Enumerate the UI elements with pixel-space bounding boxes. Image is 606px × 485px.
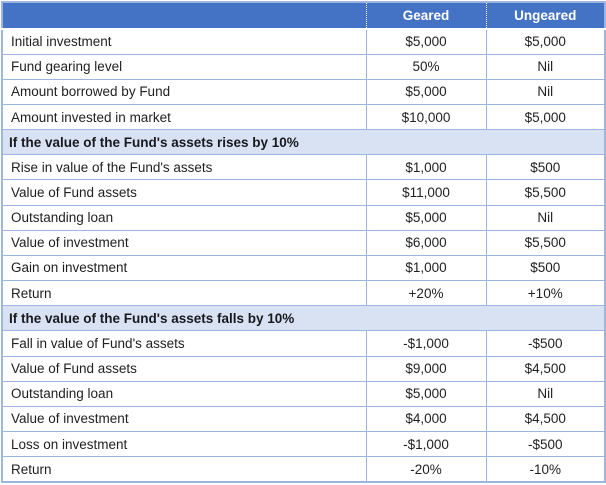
geared-value: $10,000	[365, 103, 487, 131]
ungeared-value: Nil	[485, 380, 606, 407]
header-cell-geared: Geared	[365, 2, 486, 30]
table-row: Initial investment $5,000 $5,000	[1, 28, 606, 55]
row-label: Value of investment	[1, 229, 367, 256]
row-label: Fund gearing level	[1, 53, 367, 80]
header-row: Geared Ungeared	[2, 2, 605, 30]
table-header: Geared Ungeared	[2, 2, 605, 30]
geared-value: $5,000	[365, 380, 487, 407]
ungeared-value: $4,500	[485, 355, 606, 382]
table-row: Value of Fund assets $11,000 $5,500	[1, 179, 606, 206]
table-row: Outstanding loan $5,000 Nil	[1, 380, 606, 407]
table-row: Return +20% +10%	[1, 280, 606, 307]
ungeared-value: $4,500	[485, 405, 606, 433]
table-row: Outstanding loan $5,000 Nil	[1, 204, 606, 231]
table-row: Gain on investment $1,000 $500	[1, 254, 606, 282]
ungeared-value: $5,500	[485, 179, 606, 206]
ungeared-value: +10%	[485, 280, 606, 307]
geared-value: $1,000	[365, 154, 487, 181]
row-label: Value of investment	[1, 405, 367, 433]
header-cell-ungeared: Ungeared	[485, 2, 605, 30]
table-row: Fall in value of Fund's assets -$1,000 -$5…	[1, 330, 606, 357]
table-row: Loss on investment -$1,000 -$500	[1, 430, 606, 458]
row-label: Amount borrowed by Fund	[1, 78, 367, 105]
row-label: Fall in value of Fund's assets	[1, 330, 367, 357]
geared-value: $11,000	[365, 179, 487, 206]
geared-value: +20%	[365, 280, 487, 307]
row-label: Return	[1, 456, 367, 483]
ungeared-value: Nil	[485, 53, 606, 80]
ungeared-value: $5,000	[485, 103, 606, 131]
ungeared-value: $5,500	[485, 229, 606, 256]
ungeared-value: $500	[485, 154, 606, 181]
geared-value: $6,000	[365, 229, 487, 256]
geared-value: $5,000	[365, 28, 487, 55]
table-row: Value of investment $6,000 $5,500	[1, 229, 606, 256]
row-label: Value of Fund assets	[1, 355, 367, 382]
row-label: Rise in value of the Fund's assets	[1, 154, 367, 181]
geared-value: $5,000	[365, 78, 487, 105]
row-label: Outstanding loan	[1, 380, 367, 407]
geared-value: $4,000	[365, 405, 487, 433]
ungeared-value: Nil	[485, 204, 606, 231]
row-label: Initial investment	[1, 28, 367, 55]
geared-value: $5,000	[365, 204, 487, 231]
table-row: Return -20% -10%	[1, 456, 606, 483]
section-row: If the value of the Fund's assets rises …	[1, 129, 606, 156]
ungeared-value: -10%	[485, 456, 606, 483]
table-row: Rise in value of the Fund's assets $1,000…	[1, 154, 606, 181]
section-row: If the value of the Fund's assets falls …	[1, 305, 606, 332]
ungeared-value: $500	[485, 254, 606, 282]
geared-value: -20%	[365, 456, 487, 483]
table-row: Amount invested in market $10,000 $5,000	[1, 103, 606, 131]
row-label: Value of Fund assets	[1, 179, 367, 206]
table-row: Value of investment $4,000 $4,500	[1, 405, 606, 433]
row-label: Amount invested in market	[1, 103, 367, 131]
table-row: Fund gearing level 50% Nil	[1, 53, 606, 80]
ungeared-value: $5,000	[485, 28, 606, 55]
header-cell-blank	[2, 2, 366, 30]
ungeared-value: -$500	[485, 430, 606, 458]
ungeared-value: Nil	[485, 78, 606, 105]
geared-value: 50%	[365, 53, 487, 80]
row-label: Return	[1, 280, 367, 307]
geared-value: -$1,000	[365, 330, 487, 357]
geared-value: -$1,000	[365, 430, 487, 458]
ungeared-value: -$500	[485, 330, 606, 357]
row-label: Gain on investment	[1, 254, 367, 282]
table-row: Amount borrowed by Fund $5,000 Nil	[1, 78, 606, 105]
geared-value: $1,000	[365, 254, 487, 282]
geared-value: $9,000	[365, 355, 487, 382]
table-row: Value of Fund assets $9,000 $4,500	[1, 355, 606, 382]
section-header-label: If the value of the Fund's assets falls …	[1, 305, 606, 332]
row-label: Outstanding loan	[1, 204, 367, 231]
table-body: Initial investment $5,000 $5,000 Fund geari…	[1, 28, 606, 483]
row-label: Loss on investment	[1, 430, 367, 458]
section-header-label: If the value of the Fund's assets rises …	[1, 129, 606, 156]
